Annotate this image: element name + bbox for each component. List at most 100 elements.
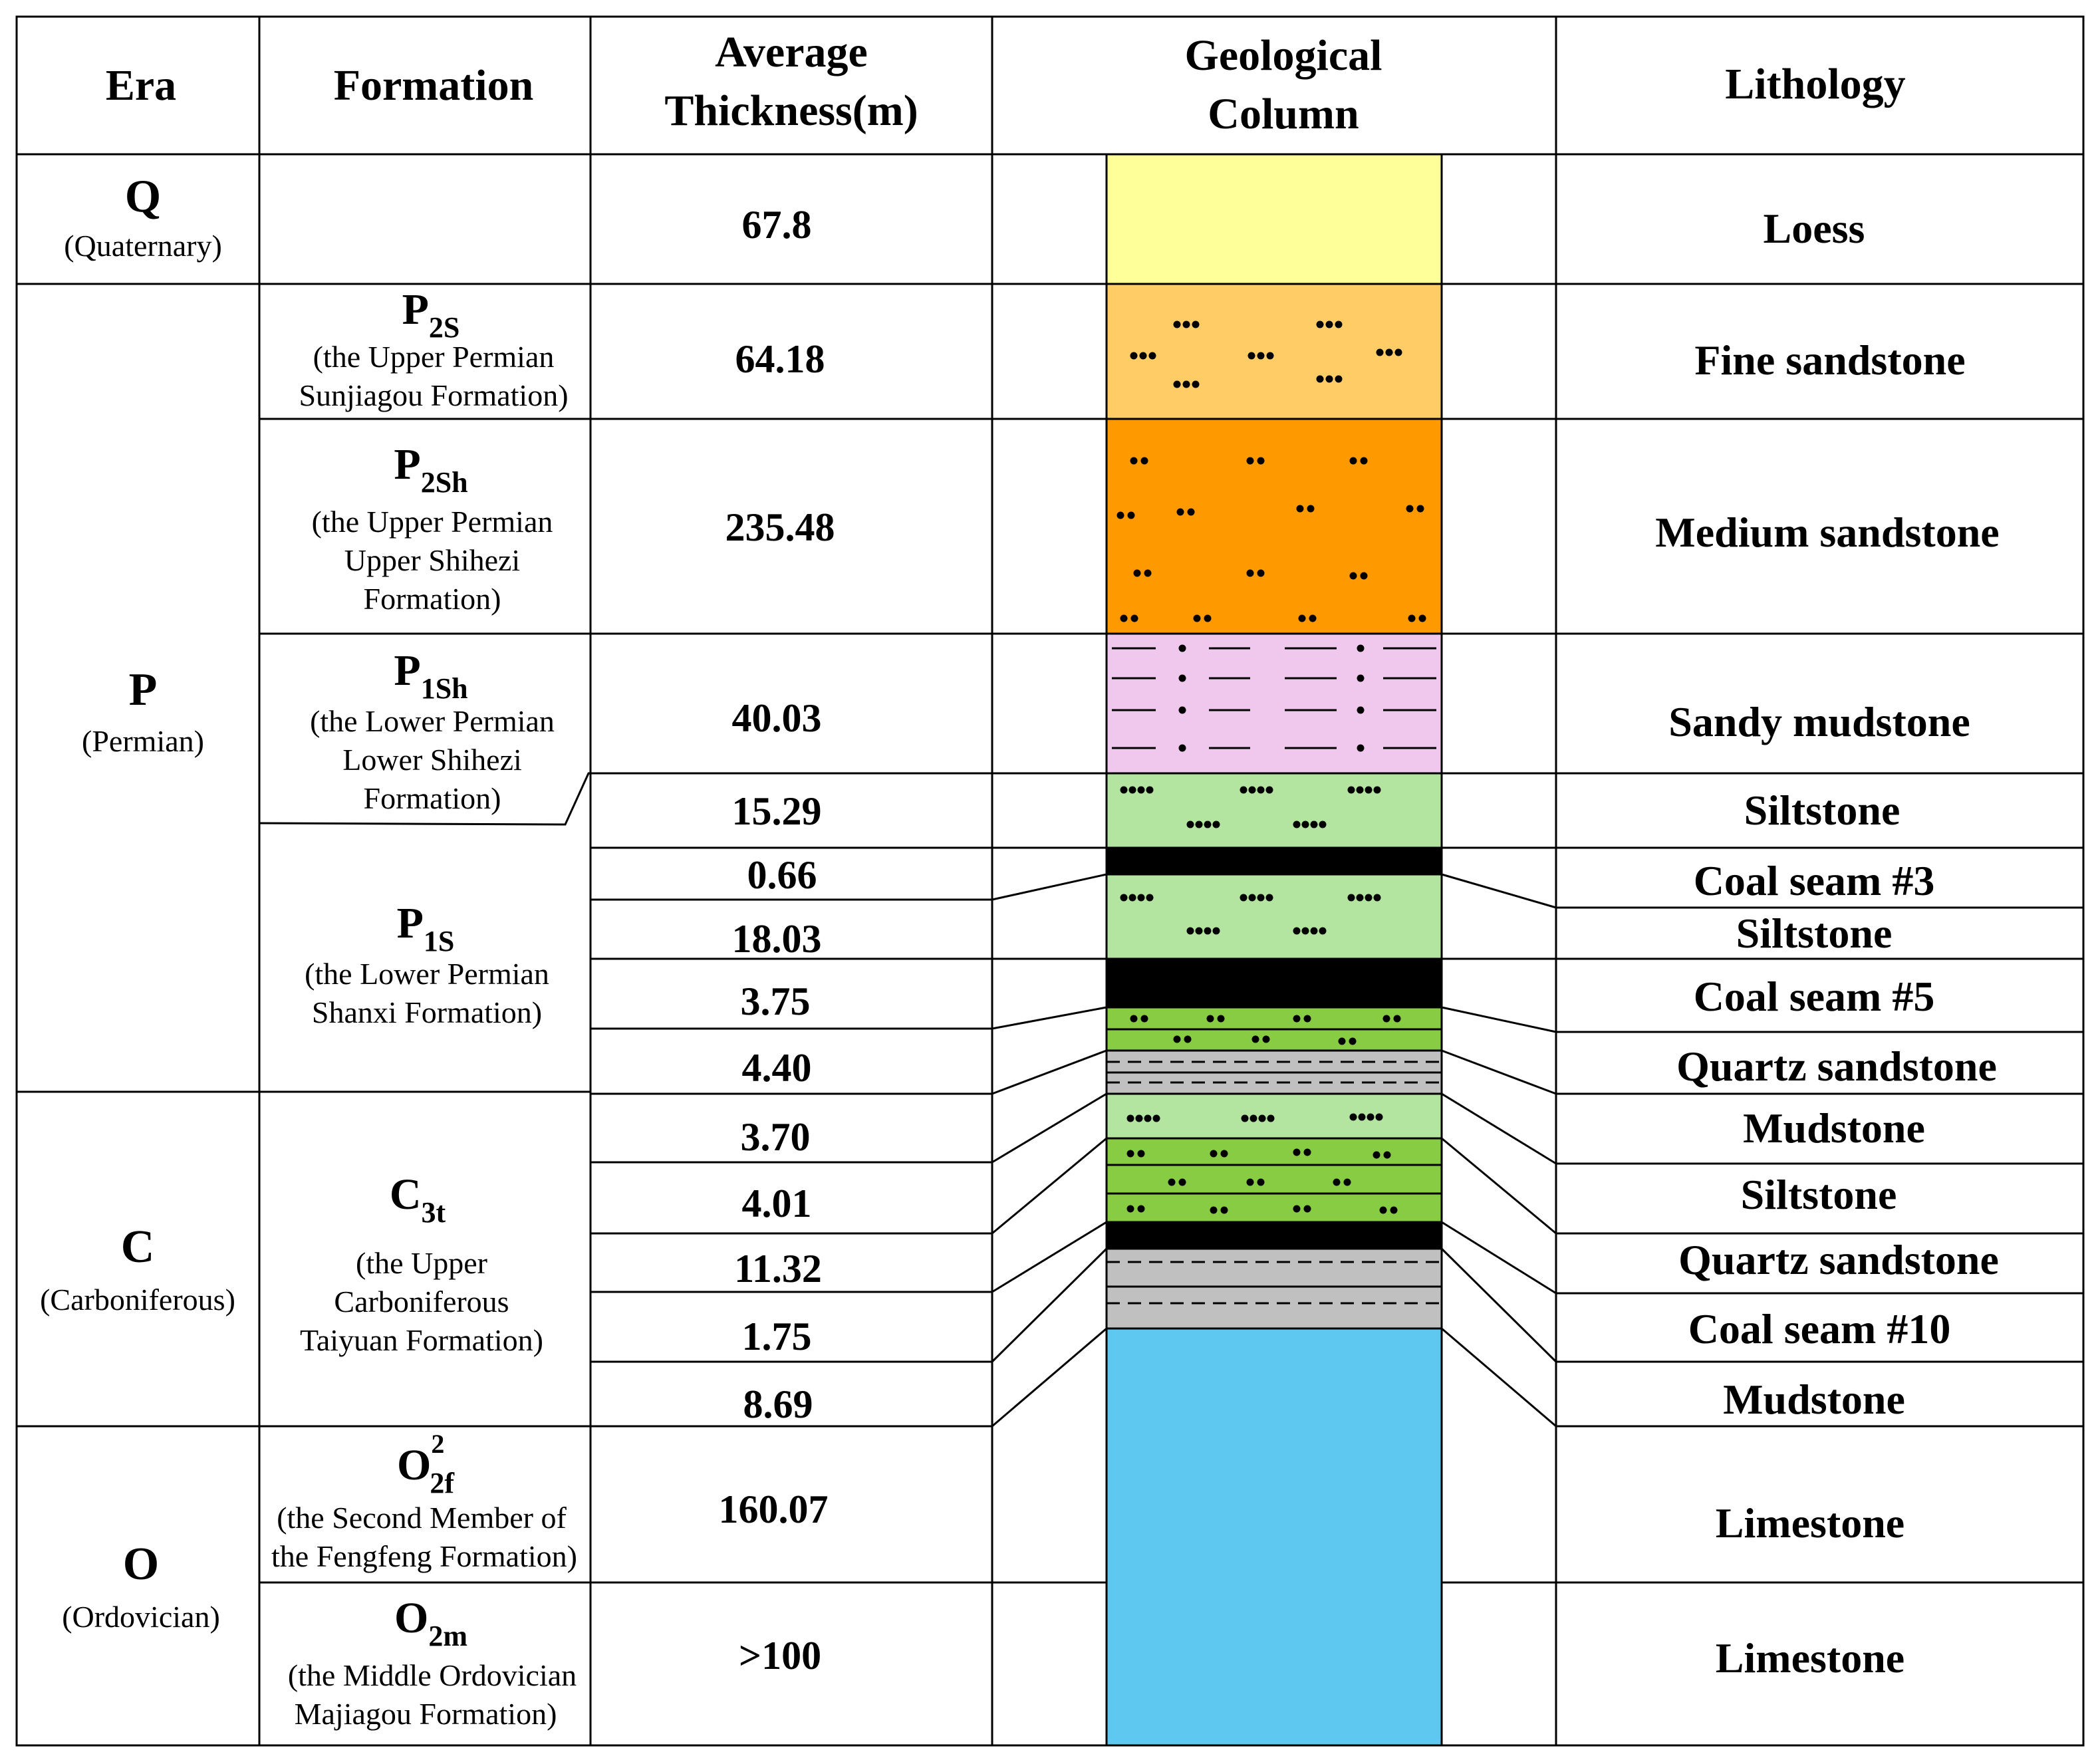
lithology-label: Coal seam #3 [1694,857,1935,904]
formation-description: Sunjiagou Formation) [299,378,568,412]
medium-sand-dot [1127,511,1135,519]
formation-description: (the Upper Permian [312,505,553,539]
lithology-column: Loess Fine sandstone Medium sandstone Sa… [1655,205,1999,1682]
fine-sand-dot [1192,380,1200,388]
medium-sand-dot [1360,572,1368,580]
silt-dot [1195,820,1203,828]
era-name: (Quaternary) [64,229,222,263]
thickness-value: 235.48 [725,505,835,549]
thickness-value: 11.32 [734,1247,822,1291]
table-grid [15,15,2085,1747]
lithology-label: Quartz sandstone [1678,1236,1999,1283]
quartz-dot [1379,1206,1387,1214]
quartz-dot [1246,1178,1254,1186]
thickness-value: 1.75 [742,1315,812,1358]
geological-column [1105,153,1443,1747]
sandy-dot [1178,706,1186,714]
connector-line [991,1092,1107,1164]
medium-sand-dot [1406,505,1414,513]
thickness-value: 3.75 [741,979,811,1023]
formation-code: C3t [390,1170,446,1229]
quartz-dot [1257,1178,1265,1186]
medium-sand-dot [1257,569,1265,577]
medium-sand-dot [1349,457,1357,465]
medium-sand-dot [1309,614,1317,622]
silt-dot [1248,894,1256,902]
thickness-value: 4.40 [742,1046,812,1090]
quartz-dot [1303,1148,1311,1156]
thickness-value: 0.66 [747,853,817,897]
thickness-value: 4.01 [742,1182,812,1225]
silt-dot [1257,786,1265,794]
silt-dot [1349,1113,1357,1121]
thickness-value: 67.8 [742,203,812,247]
silt-dot [1265,786,1273,794]
quartz-dot [1343,1178,1351,1186]
lithology-label: Siltstone [1736,910,1893,957]
medium-sand-dot [1140,457,1148,465]
quartz-dot [1178,1178,1186,1186]
lithology-label: Quartz sandstone [1676,1043,1997,1090]
fine-sand-dot [1173,320,1181,328]
era-name: (Ordovician) [62,1600,220,1634]
era-name: (Carboniferous) [40,1283,235,1317]
silt-dot [1137,894,1145,902]
table-border [15,15,2085,1747]
sandy-dot [1357,644,1365,652]
medium-sand-dot [1418,614,1426,622]
silt-dot [1152,1114,1160,1122]
column-layer-medium-sandstone [1105,418,1443,635]
fine-sand-dot [1376,348,1384,356]
quartz-dot [1140,1015,1148,1023]
silt-dot [1249,1114,1257,1122]
fine-sand-dot [1192,320,1200,328]
medium-sand-dot [1246,457,1254,465]
formation-code: O2m [394,1594,467,1652]
lithology-label: Mudstone [1723,1376,1905,1423]
quartz-dot [1333,1178,1341,1186]
fine-sand-dot [1316,375,1324,383]
sandy-dot [1178,674,1186,682]
sandy-dot [1357,744,1365,752]
era-name: (Permian) [82,724,204,758]
silt-dot [1144,1114,1152,1122]
medium-sand-dot [1298,614,1306,622]
era-symbol: Q [125,171,161,222]
silt-dot [1319,820,1327,828]
sandy-dot [1178,744,1186,752]
silt-dot [1146,894,1154,902]
quartz-dot [1382,1015,1390,1023]
thickness-value: 160.07 [719,1487,829,1531]
column-layer-limestone [1105,1327,1443,1747]
silt-dot [1356,786,1364,794]
lithology-label: Coal seam #10 [1688,1305,1951,1352]
era-symbol: C [121,1221,155,1273]
connector-line [1441,1221,1557,1295]
silt-dot [1347,894,1355,902]
column-layer-coal [1105,957,1443,1009]
fine-sand-dot [1182,320,1190,328]
header-column-line2: Column [1208,90,1359,138]
fine-sand-dot [1316,320,1324,328]
medium-sand-dot [1349,572,1357,580]
formation-code: P1S [397,899,455,957]
header-column-line1: Geological [1185,31,1382,80]
silt-dot [1375,1113,1383,1121]
formation-code: P1Sh [394,646,467,705]
lithology-label: Fine sandstone [1694,336,1965,384]
era-symbol: O [123,1539,159,1590]
quartz-dot [1168,1178,1176,1186]
thickness-value: 15.29 [732,789,822,833]
formation-description: Carboniferous [334,1285,509,1319]
medium-sand-dot [1130,457,1138,465]
fine-sand-dot [1385,348,1393,356]
medium-sand-dot [1193,614,1201,622]
connector-line [991,1049,1107,1095]
thickness-value: 18.03 [732,917,822,961]
lithology-label: Mudstone [1743,1104,1925,1152]
lithology-label: Siltstone [1744,787,1901,834]
silt-dot [1265,894,1273,902]
fine-sand-dot [1266,352,1274,360]
silt-dot [1365,786,1373,794]
